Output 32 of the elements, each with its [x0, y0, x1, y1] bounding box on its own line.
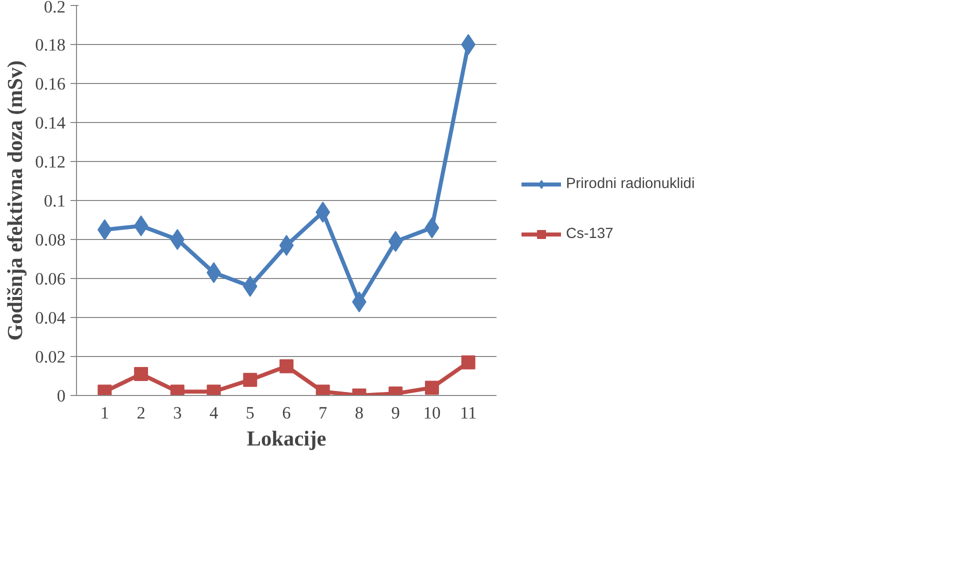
point — [280, 359, 294, 374]
y-tick-label: 0.08 — [35, 230, 66, 250]
legend-label: Cs-137 — [566, 226, 614, 242]
y-axis-title: Godišnja efektivna doza (mSv) — [3, 60, 28, 341]
point — [424, 380, 439, 395]
point — [134, 367, 148, 382]
x-tick-label: 8 — [354, 404, 364, 422]
x-tick-label: 5 — [246, 404, 254, 422]
y-tick-label: 0.04 — [35, 308, 66, 328]
y-tick-label: 0.16 — [35, 74, 66, 94]
point — [243, 372, 258, 387]
x-tick-label: 9 — [391, 404, 400, 422]
x-tick-label: 1 — [100, 404, 110, 422]
y-tick-label: 0.06 — [35, 270, 66, 288]
y-tick-label: 0.02 — [35, 348, 66, 366]
y-tick-label: 0.14 — [35, 114, 66, 132]
x-tick-label: 11 — [460, 404, 477, 422]
x-tick-label: 4 — [209, 404, 218, 422]
x-axis-title: Lokacije — [246, 426, 326, 450]
y-tick-label: 0.12 — [35, 152, 66, 172]
x-tick-label: 7 — [318, 404, 328, 422]
y-tick-label: 0.1 — [44, 192, 66, 210]
x-tick-label: 3 — [173, 404, 182, 422]
legend-label: Prirodni radionuklidi — [566, 176, 695, 192]
x-tick-label: 2 — [136, 404, 146, 422]
y-tick-label: 0.18 — [35, 36, 66, 54]
x-tick-label: 6 — [282, 404, 292, 422]
y-tick-label: 0 — [56, 386, 66, 406]
point — [461, 355, 476, 370]
y-tick-label: 0.2 — [44, 0, 66, 16]
x-tick-label: 10 — [423, 404, 441, 422]
point — [170, 229, 185, 250]
